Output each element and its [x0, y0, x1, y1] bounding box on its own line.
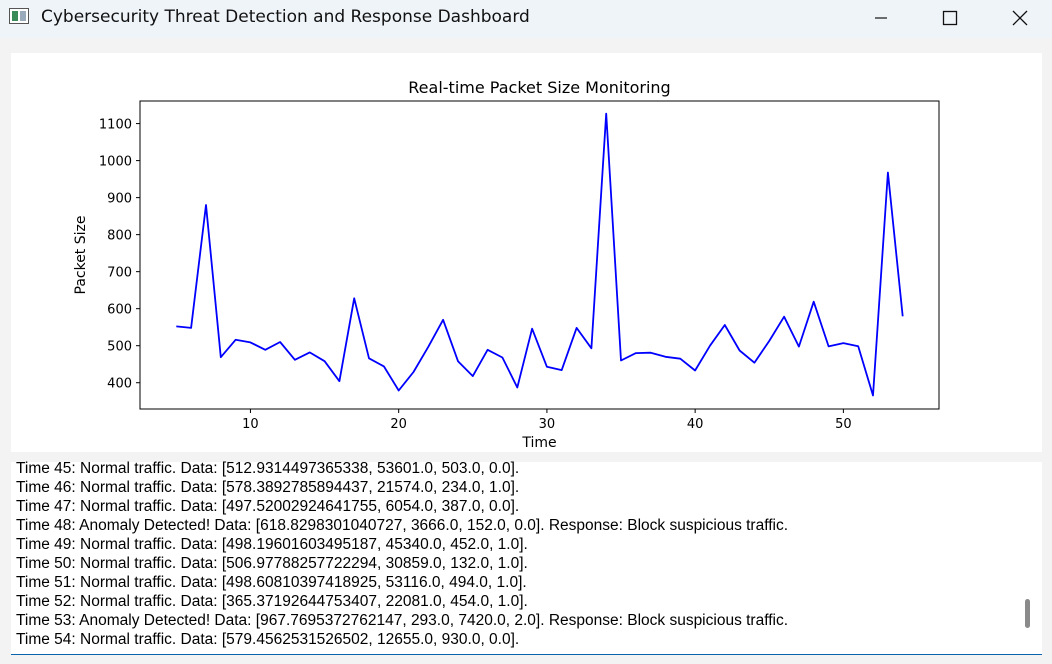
y-tick-label: 400 [107, 377, 132, 392]
chart-title: Real-time Packet Size Monitoring [408, 78, 670, 97]
x-tick-label: 50 [835, 417, 852, 432]
y-tick-label: 500 [107, 340, 132, 355]
log-line: Time 45: Normal traffic. Data: [512.9314… [16, 460, 520, 477]
log-scrollbar-thumb[interactable] [1025, 599, 1030, 628]
plot-panel: Real-time Packet Size Monitoring 10 20 30 40… [11, 53, 1042, 452]
y-tick-label: 800 [107, 229, 132, 244]
log-line: Time 49: Normal traffic. Data: [498.1960… [16, 536, 528, 553]
y-tick-label: 1100 [99, 118, 132, 133]
log-line: Time 47: Normal traffic. Data: [497.5200… [16, 498, 520, 515]
x-tick-label: 30 [539, 417, 556, 432]
log-line: Time 51: Normal traffic. Data: [498.6081… [16, 574, 527, 591]
log-line: Time 48: Anomaly Detected! Data: [618.82… [16, 517, 789, 534]
x-tick-label: 20 [390, 417, 407, 432]
y-tick-label: 900 [107, 192, 132, 207]
log-line: Time 52: Normal traffic. Data: [365.3719… [16, 593, 528, 610]
minimize-button[interactable] [846, 0, 916, 36]
plot-frame [139, 100, 940, 410]
x-tick-label: 40 [687, 417, 704, 432]
window-title: Cybersecurity Threat Detection and Respo… [41, 7, 530, 27]
y-axis-label: Packet Size [73, 216, 89, 295]
log-line: Time 50: Normal traffic. Data: [506.9778… [16, 555, 528, 572]
log-line: Time 46: Normal traffic. Data: [578.3892… [16, 479, 520, 496]
maximize-button[interactable] [915, 0, 985, 36]
log-line: Time 54: Normal traffic. Data: [579.4562… [16, 631, 520, 648]
app-window-icon [9, 8, 29, 24]
log-panel[interactable] [11, 462, 1042, 655]
maximize-icon [942, 10, 958, 26]
y-tick-label: 700 [107, 266, 132, 281]
packet-size-chart: Real-time Packet Size Monitoring 10 20 30 40… [73, 78, 940, 451]
log-line: Time 53: Anomaly Detected! Data: [967.76… [16, 612, 789, 629]
x-axis-label: Time [521, 435, 556, 451]
close-icon [1012, 10, 1028, 26]
title-bar: Cybersecurity Threat Detection and Respo… [0, 0, 1052, 38]
y-tick-label: 600 [107, 303, 132, 318]
y-tick-label: 1000 [99, 155, 132, 170]
series-line [176, 112, 904, 397]
event-log: Time 45: Normal traffic. Data: [512.9314… [16, 459, 1016, 652]
minimize-icon [875, 17, 887, 19]
x-tick-label: 10 [242, 417, 259, 432]
close-button[interactable] [985, 0, 1052, 36]
